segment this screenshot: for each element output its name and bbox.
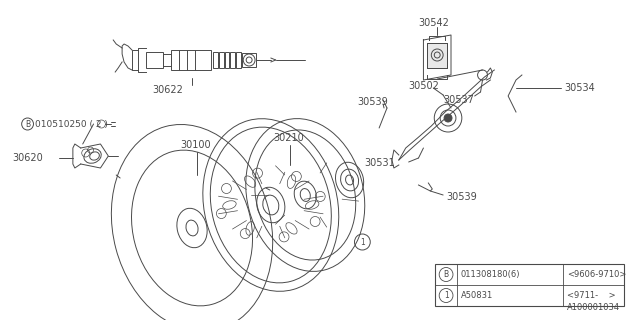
Text: <9606-9710>: <9606-9710> — [567, 270, 627, 279]
Text: 1: 1 — [444, 291, 449, 300]
Text: B: B — [25, 119, 30, 129]
Bar — [225, 52, 230, 68]
Bar — [428, 43, 447, 68]
Text: 30502: 30502 — [409, 81, 440, 91]
Text: 30537: 30537 — [443, 95, 474, 105]
Bar — [146, 52, 163, 68]
Bar — [172, 50, 211, 70]
Bar — [163, 54, 172, 66]
Circle shape — [444, 114, 452, 122]
Text: A50831: A50831 — [461, 291, 493, 300]
Text: B: B — [444, 270, 449, 279]
Bar — [435, 264, 624, 306]
Bar — [230, 52, 236, 68]
Text: 30622: 30622 — [152, 85, 183, 95]
Bar — [236, 52, 241, 68]
Text: <9711-    >: <9711- > — [567, 291, 616, 300]
Bar — [243, 53, 256, 67]
Text: 30539: 30539 — [446, 192, 477, 202]
Text: 30210: 30210 — [274, 133, 305, 143]
Text: 30531: 30531 — [364, 158, 395, 168]
Text: 30542: 30542 — [419, 18, 449, 28]
Text: 30539: 30539 — [358, 97, 388, 107]
Text: 010510250 ( 2 ): 010510250 ( 2 ) — [35, 119, 108, 129]
Text: 011308180(6): 011308180(6) — [461, 270, 520, 279]
Text: A100001034: A100001034 — [567, 303, 620, 312]
Bar — [428, 43, 447, 68]
Text: 30534: 30534 — [564, 83, 595, 93]
Text: 1: 1 — [360, 237, 365, 246]
Bar — [212, 52, 218, 68]
Bar — [219, 52, 223, 68]
Text: 30620: 30620 — [12, 153, 43, 163]
Text: 30100: 30100 — [180, 140, 211, 150]
